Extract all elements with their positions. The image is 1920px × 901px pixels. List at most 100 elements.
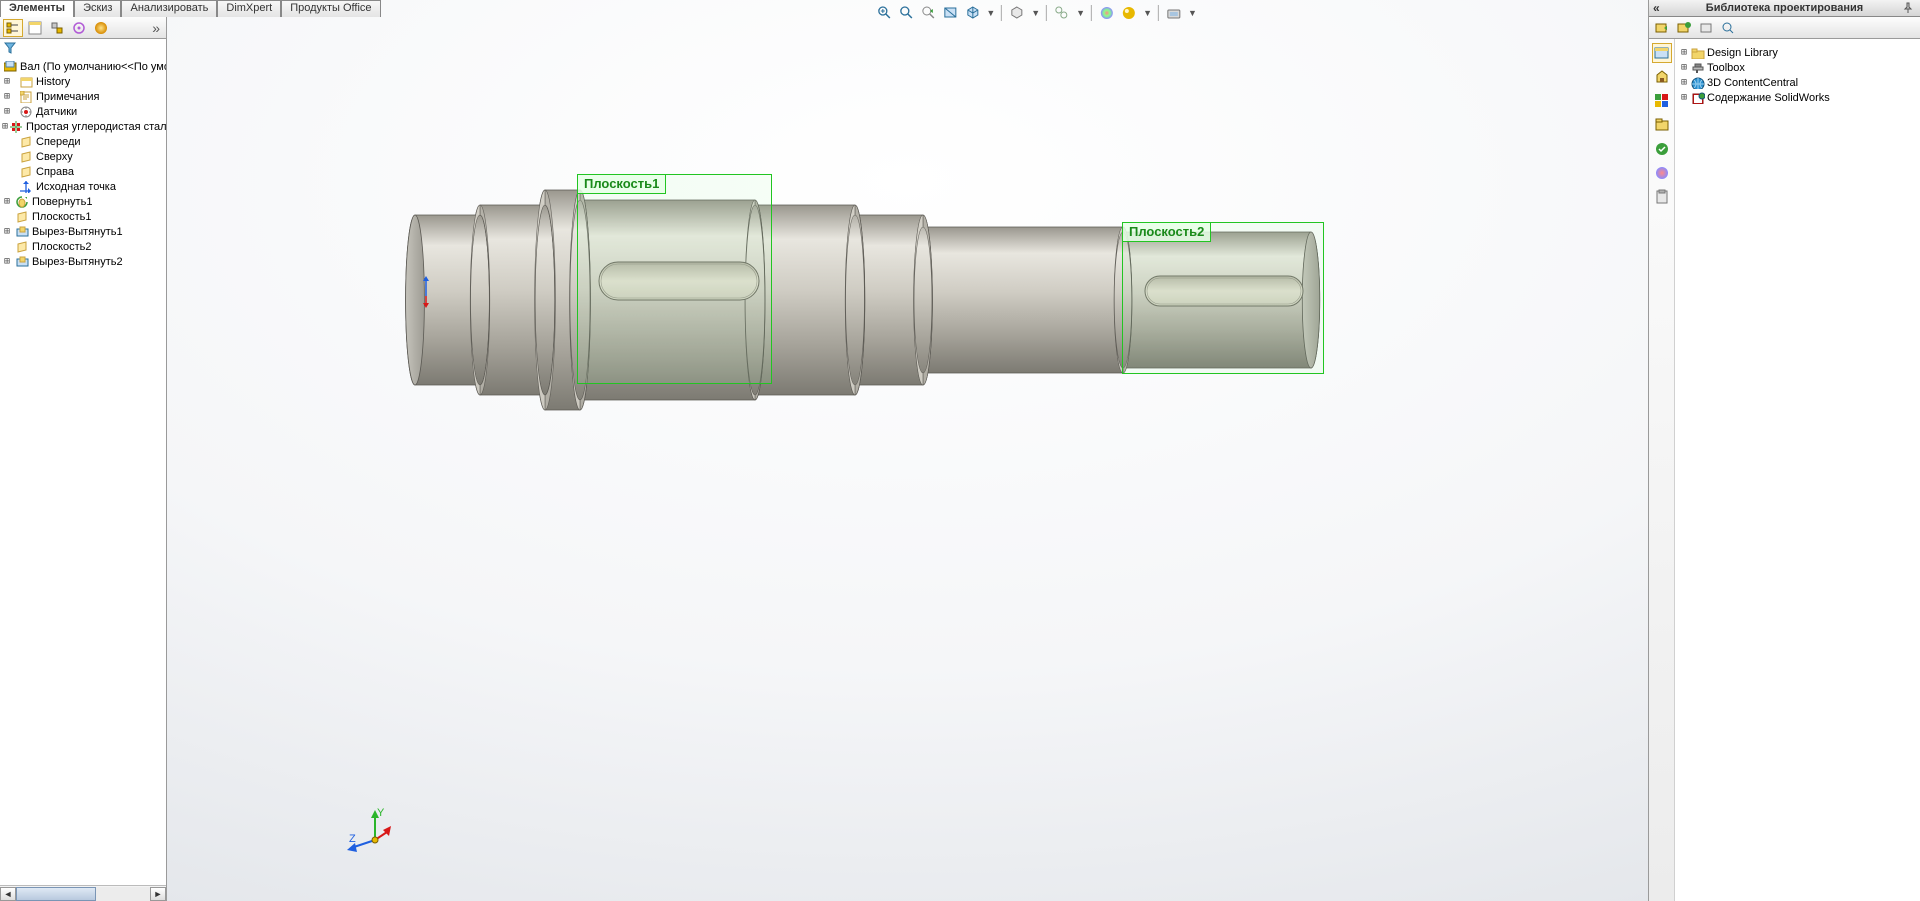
library-item-label: Design Library <box>1707 47 1778 59</box>
scroll-thumb[interactable] <box>16 887 96 901</box>
library-tree-item[interactable]: ⊞ Toolbox <box>1679 60 1916 75</box>
graphics-viewport[interactable]: ▼ ▼ ▼ ▼ ▼ <box>167 0 1648 901</box>
tree-item[interactable]: ⊞ Датчики <box>0 104 166 119</box>
plane-icon <box>20 151 34 163</box>
library-tree-item[interactable]: ⊞ 3D ContentCentral <box>1679 75 1916 90</box>
toolbox-icon <box>1691 62 1705 74</box>
tree-item[interactable]: ⊞ History <box>0 74 166 89</box>
tree-item[interactable]: ⊞Вырез-Вытянуть2 <box>0 254 166 269</box>
tree-item-label: Повернуть1 <box>32 196 92 208</box>
design-library-tab-icon[interactable] <box>1652 43 1672 63</box>
search-lib-icon[interactable] <box>1719 19 1737 37</box>
refresh-icon[interactable] <box>1697 19 1715 37</box>
view-triad[interactable]: Y Z <box>347 808 397 861</box>
library-item-label: Toolbox <box>1707 62 1745 74</box>
custom-props-tab-icon[interactable] <box>1652 139 1672 159</box>
tab-label: Анализировать <box>130 2 208 14</box>
tree-twisty-icon[interactable]: ⊞ <box>2 107 12 117</box>
left-panel-hscrollbar[interactable]: ◄ ► <box>0 885 166 901</box>
scroll-track[interactable] <box>16 887 150 901</box>
triad-z-label: Z <box>349 833 356 845</box>
tree-twisty-icon[interactable]: ⊞ <box>2 77 12 87</box>
tab-label: DimXpert <box>226 2 272 14</box>
task-pane-title: Библиотека проектирования <box>1667 2 1902 14</box>
tree-twisty-icon[interactable]: ⊞ <box>1679 78 1689 88</box>
cut-icon <box>16 256 30 268</box>
tree-item[interactable]: Спереди <box>0 134 166 149</box>
history-icon <box>20 76 34 88</box>
tree-item-label: Датчики <box>36 106 77 118</box>
plane-label: Плоскость2 <box>1122 222 1211 242</box>
appearances-tab-icon[interactable] <box>1652 115 1672 135</box>
tree-twisty-icon[interactable]: ⊞ <box>1679 63 1689 73</box>
tree-twisty-icon[interactable]: ⊞ <box>1679 93 1689 103</box>
task-pane-tabs <box>1649 39 1675 901</box>
command-manager-tabs: Элементы Эскиз Анализировать DimXpert Пр… <box>0 0 381 17</box>
tree-item-label: History <box>36 76 70 88</box>
home-icon[interactable] <box>1675 19 1693 37</box>
configuration-manager-tab-icon[interactable] <box>47 19 67 37</box>
tree-item[interactable]: Сверху <box>0 149 166 164</box>
tree-item[interactable]: ⊞ Примечания <box>0 89 166 104</box>
feature-tree: Вал (По умолчанию<<По умол ⊞ History ⊞ Прим… <box>0 57 166 269</box>
tree-root[interactable]: Вал (По умолчанию<<По умол <box>0 59 166 74</box>
sensor-icon <box>20 106 34 118</box>
tree-item[interactable]: ⊞Простая углеродистая сталь <box>0 119 166 134</box>
reference-plane-1[interactable]: Плоскость1 <box>577 174 772 384</box>
scroll-right-button[interactable]: ► <box>150 887 166 901</box>
tree-item-label: Примечания <box>36 91 100 103</box>
tree-root-label: Вал (По умолчанию<<По умол <box>20 61 166 73</box>
clipboard-tab-icon[interactable] <box>1652 187 1672 207</box>
tree-item-label: Плоскость2 <box>32 241 92 253</box>
origin-icon <box>20 181 34 193</box>
material-icon <box>10 121 24 133</box>
plane-icon <box>16 211 30 223</box>
tree-twisty-icon[interactable]: ⊞ <box>2 122 8 132</box>
task-pane-body: ⊞ Design Library ⊞ Toolbox ⊞ 3D ContentCentra… <box>1649 39 1920 901</box>
reference-plane-2[interactable]: Плоскость2 <box>1122 222 1324 374</box>
model-shaft[interactable] <box>167 0 1648 901</box>
library-item-label: Содержание SolidWorks <box>1707 92 1830 104</box>
tree-item[interactable]: Плоскость1 <box>0 209 166 224</box>
task-pane-toolbar <box>1649 17 1920 39</box>
view-palette-tab-icon[interactable] <box>1652 91 1672 111</box>
task-pane-titlebar[interactable]: « Библиотека проектирования <box>1649 0 1920 17</box>
filter-row <box>0 39 166 57</box>
tree-item[interactable]: Справа <box>0 164 166 179</box>
tab-label: Эскиз <box>83 2 112 14</box>
tree-twisty-icon[interactable]: ⊞ <box>2 197 12 207</box>
library-tree-item[interactable]: ⊞ Содержание SolidWorks <box>1679 90 1916 105</box>
tab-dimxpert[interactable]: DimXpert <box>217 0 281 17</box>
pin-icon[interactable] <box>1902 2 1916 14</box>
tree-item[interactable]: Исходная точка <box>0 179 166 194</box>
tab-sketch[interactable]: Эскиз <box>74 0 121 17</box>
back-icon[interactable] <box>1653 19 1671 37</box>
tree-twisty-icon[interactable]: ⊞ <box>1679 48 1689 58</box>
tree-item[interactable]: ⊞ Повернуть1 <box>0 194 166 209</box>
tree-item[interactable]: Плоскость2 <box>0 239 166 254</box>
resources-tab-icon[interactable] <box>1652 163 1672 183</box>
feature-tree-tab-icon[interactable] <box>3 19 23 37</box>
collapse-chevron-icon[interactable]: « <box>1653 1 1667 15</box>
model-origin-marker <box>418 276 434 308</box>
tree-twisty-icon[interactable]: ⊞ <box>2 257 12 267</box>
feature-manager-panel: » Вал (По умолчанию<<По умол ⊞History⊞Пр… <box>0 17 167 901</box>
tree-item[interactable]: ⊞Вырез-Вытянуть1 <box>0 224 166 239</box>
scroll-left-button[interactable]: ◄ <box>0 887 16 901</box>
tab-evaluate[interactable]: Анализировать <box>121 0 217 17</box>
tab-elements[interactable]: Элементы <box>0 0 74 17</box>
file-explorer-tab-icon[interactable] <box>1652 67 1672 87</box>
folder-icon <box>1691 47 1705 59</box>
filter-icon[interactable] <box>4 42 16 54</box>
display-manager-tab-icon[interactable] <box>91 19 111 37</box>
expand-panel-icon[interactable]: » <box>148 20 164 36</box>
tree-item-label: Плоскость1 <box>32 211 92 223</box>
tab-office[interactable]: Продукты Office <box>281 0 380 17</box>
tree-item-label: Исходная точка <box>36 181 116 193</box>
library-tree-item[interactable]: ⊞ Design Library <box>1679 45 1916 60</box>
property-manager-tab-icon[interactable] <box>25 19 45 37</box>
tree-twisty-icon[interactable]: ⊞ <box>2 227 12 237</box>
dimxpert-manager-tab-icon[interactable] <box>69 19 89 37</box>
tree-twisty-icon[interactable]: ⊞ <box>2 92 12 102</box>
library-item-label: 3D ContentCentral <box>1707 77 1798 89</box>
